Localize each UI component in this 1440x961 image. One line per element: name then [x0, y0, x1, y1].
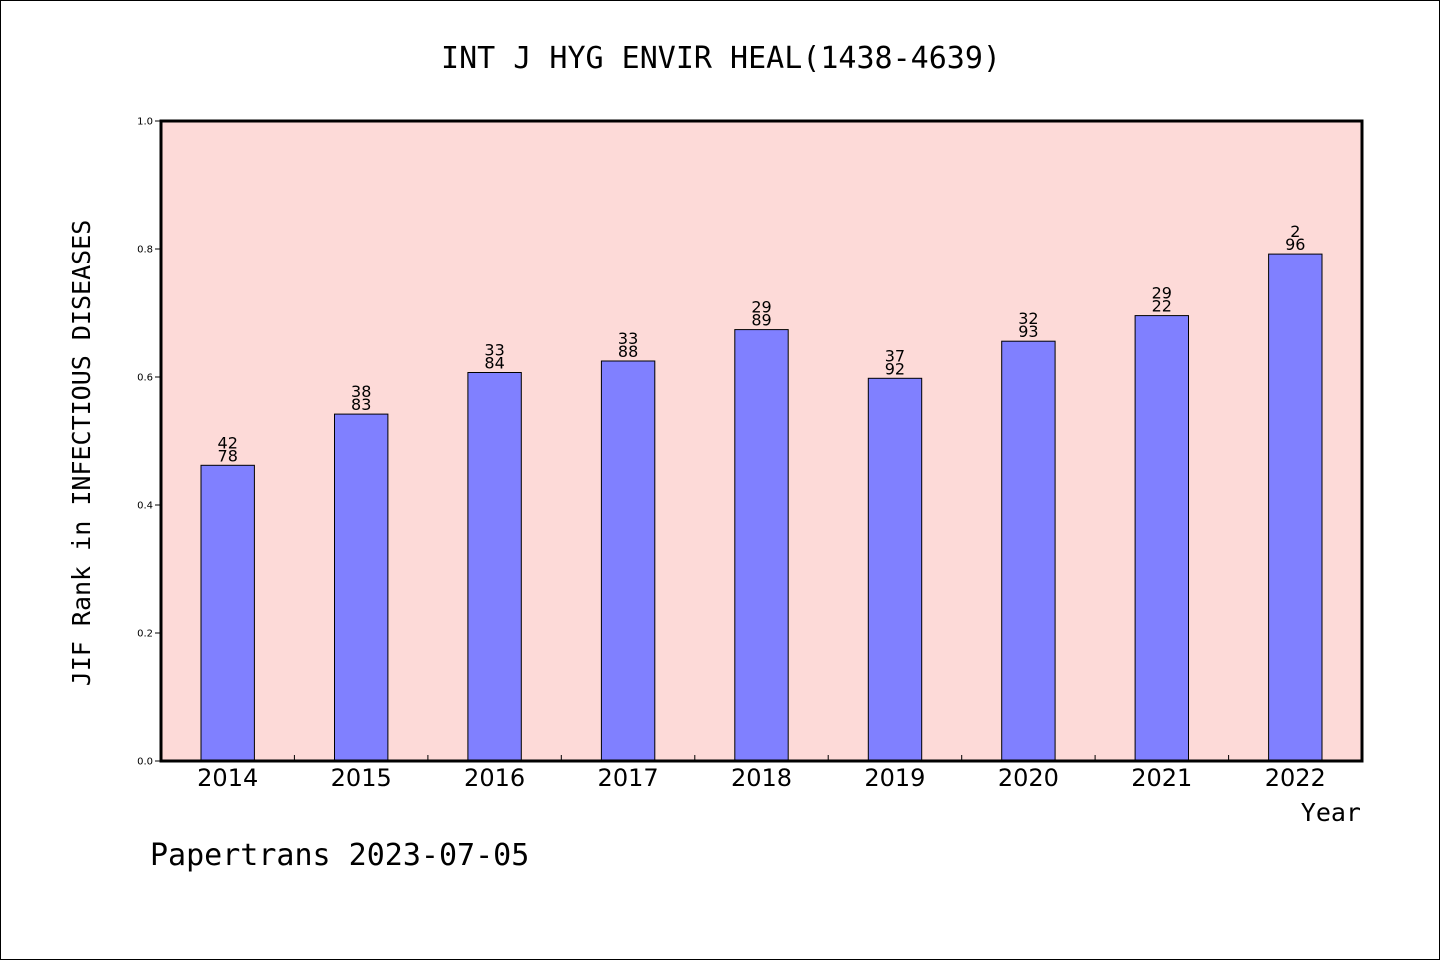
data-label-2022-line2: 96 — [1285, 235, 1305, 254]
data-label-2022-line1: 2 — [1290, 222, 1300, 241]
bars — [200, 253, 1323, 762]
data-label-2014-line2: 78 — [218, 446, 238, 465]
data-label-2021-line1: 29 — [1152, 284, 1172, 303]
x-tick-label-2016: 2016 — [464, 764, 525, 792]
bar-2019 — [867, 377, 923, 762]
bar-2015 — [334, 413, 389, 762]
data-label-2016-line1: 33 — [484, 341, 504, 360]
y-tick-label-1.0: 1.0 — [137, 117, 153, 128]
data-label-2014-line1: 42 — [218, 433, 238, 452]
footer-credit: Papertrans 2023-07-05 — [150, 838, 529, 873]
data-label-2015-line2: 83 — [351, 395, 371, 414]
bar-2020 — [1001, 340, 1056, 762]
data-label-2019-line1: 37 — [885, 346, 905, 365]
data-label-2016-line2: 84 — [484, 354, 504, 373]
x-axis-label: Year — [1301, 798, 1361, 827]
bar-2016 — [467, 372, 522, 762]
bar-2014 — [200, 464, 255, 762]
data-label-2015-line1: 38 — [351, 382, 371, 401]
y-tick-label-0.4: 0.4 — [137, 501, 153, 512]
y-tick-label-0.8: 0.8 — [137, 245, 153, 256]
x-tick-label-2018: 2018 — [731, 764, 792, 792]
y-axis-ticks: 0.0 0.2 0.4 0.6 0.8 1.0 — [137, 117, 161, 768]
y-tick-label-0.2: 0.2 — [137, 629, 153, 640]
x-tick-label-2015: 2015 — [331, 764, 392, 792]
bar-2018 — [734, 329, 789, 762]
chart-title: INT J HYG ENVIR HEAL(1438-4639) — [441, 41, 1001, 76]
x-tick-label-2020: 2020 — [998, 764, 1059, 792]
y-tick-label-0.6: 0.6 — [137, 373, 153, 384]
bar-2017 — [600, 360, 656, 762]
data-label-2017-line2: 88 — [618, 342, 638, 361]
bar-2022 — [1268, 253, 1323, 762]
data-label-2020-line1: 32 — [1018, 309, 1038, 328]
x-axis-ticks: 2014 2015 2016 2017 2018 2019 2020 2021 2022 — [197, 755, 1326, 792]
x-tick-label-2014: 2014 — [197, 764, 258, 792]
plot-border — [159, 119, 1364, 763]
x-tick-label-2019: 2019 — [864, 764, 925, 792]
y-tick-label-0.0: 0.0 — [137, 757, 153, 768]
bar-2021 — [1134, 315, 1189, 762]
x-tick-label-2022: 2022 — [1265, 764, 1326, 792]
data-label-2020-line2: 93 — [1018, 322, 1038, 341]
data-label-2018-line1: 29 — [751, 298, 771, 317]
data-label-2021-line2: 22 — [1152, 297, 1172, 316]
y-axis-label: JIF Rank in INFECTIOUS DISEASES — [67, 220, 96, 687]
x-tick-label-2017: 2017 — [598, 764, 659, 792]
data-label-2017-line1: 33 — [618, 329, 638, 348]
data-label-2018-line2: 89 — [751, 311, 771, 330]
x-tick-label-2021: 2021 — [1131, 764, 1192, 792]
data-label-2019-line2: 92 — [885, 359, 905, 378]
